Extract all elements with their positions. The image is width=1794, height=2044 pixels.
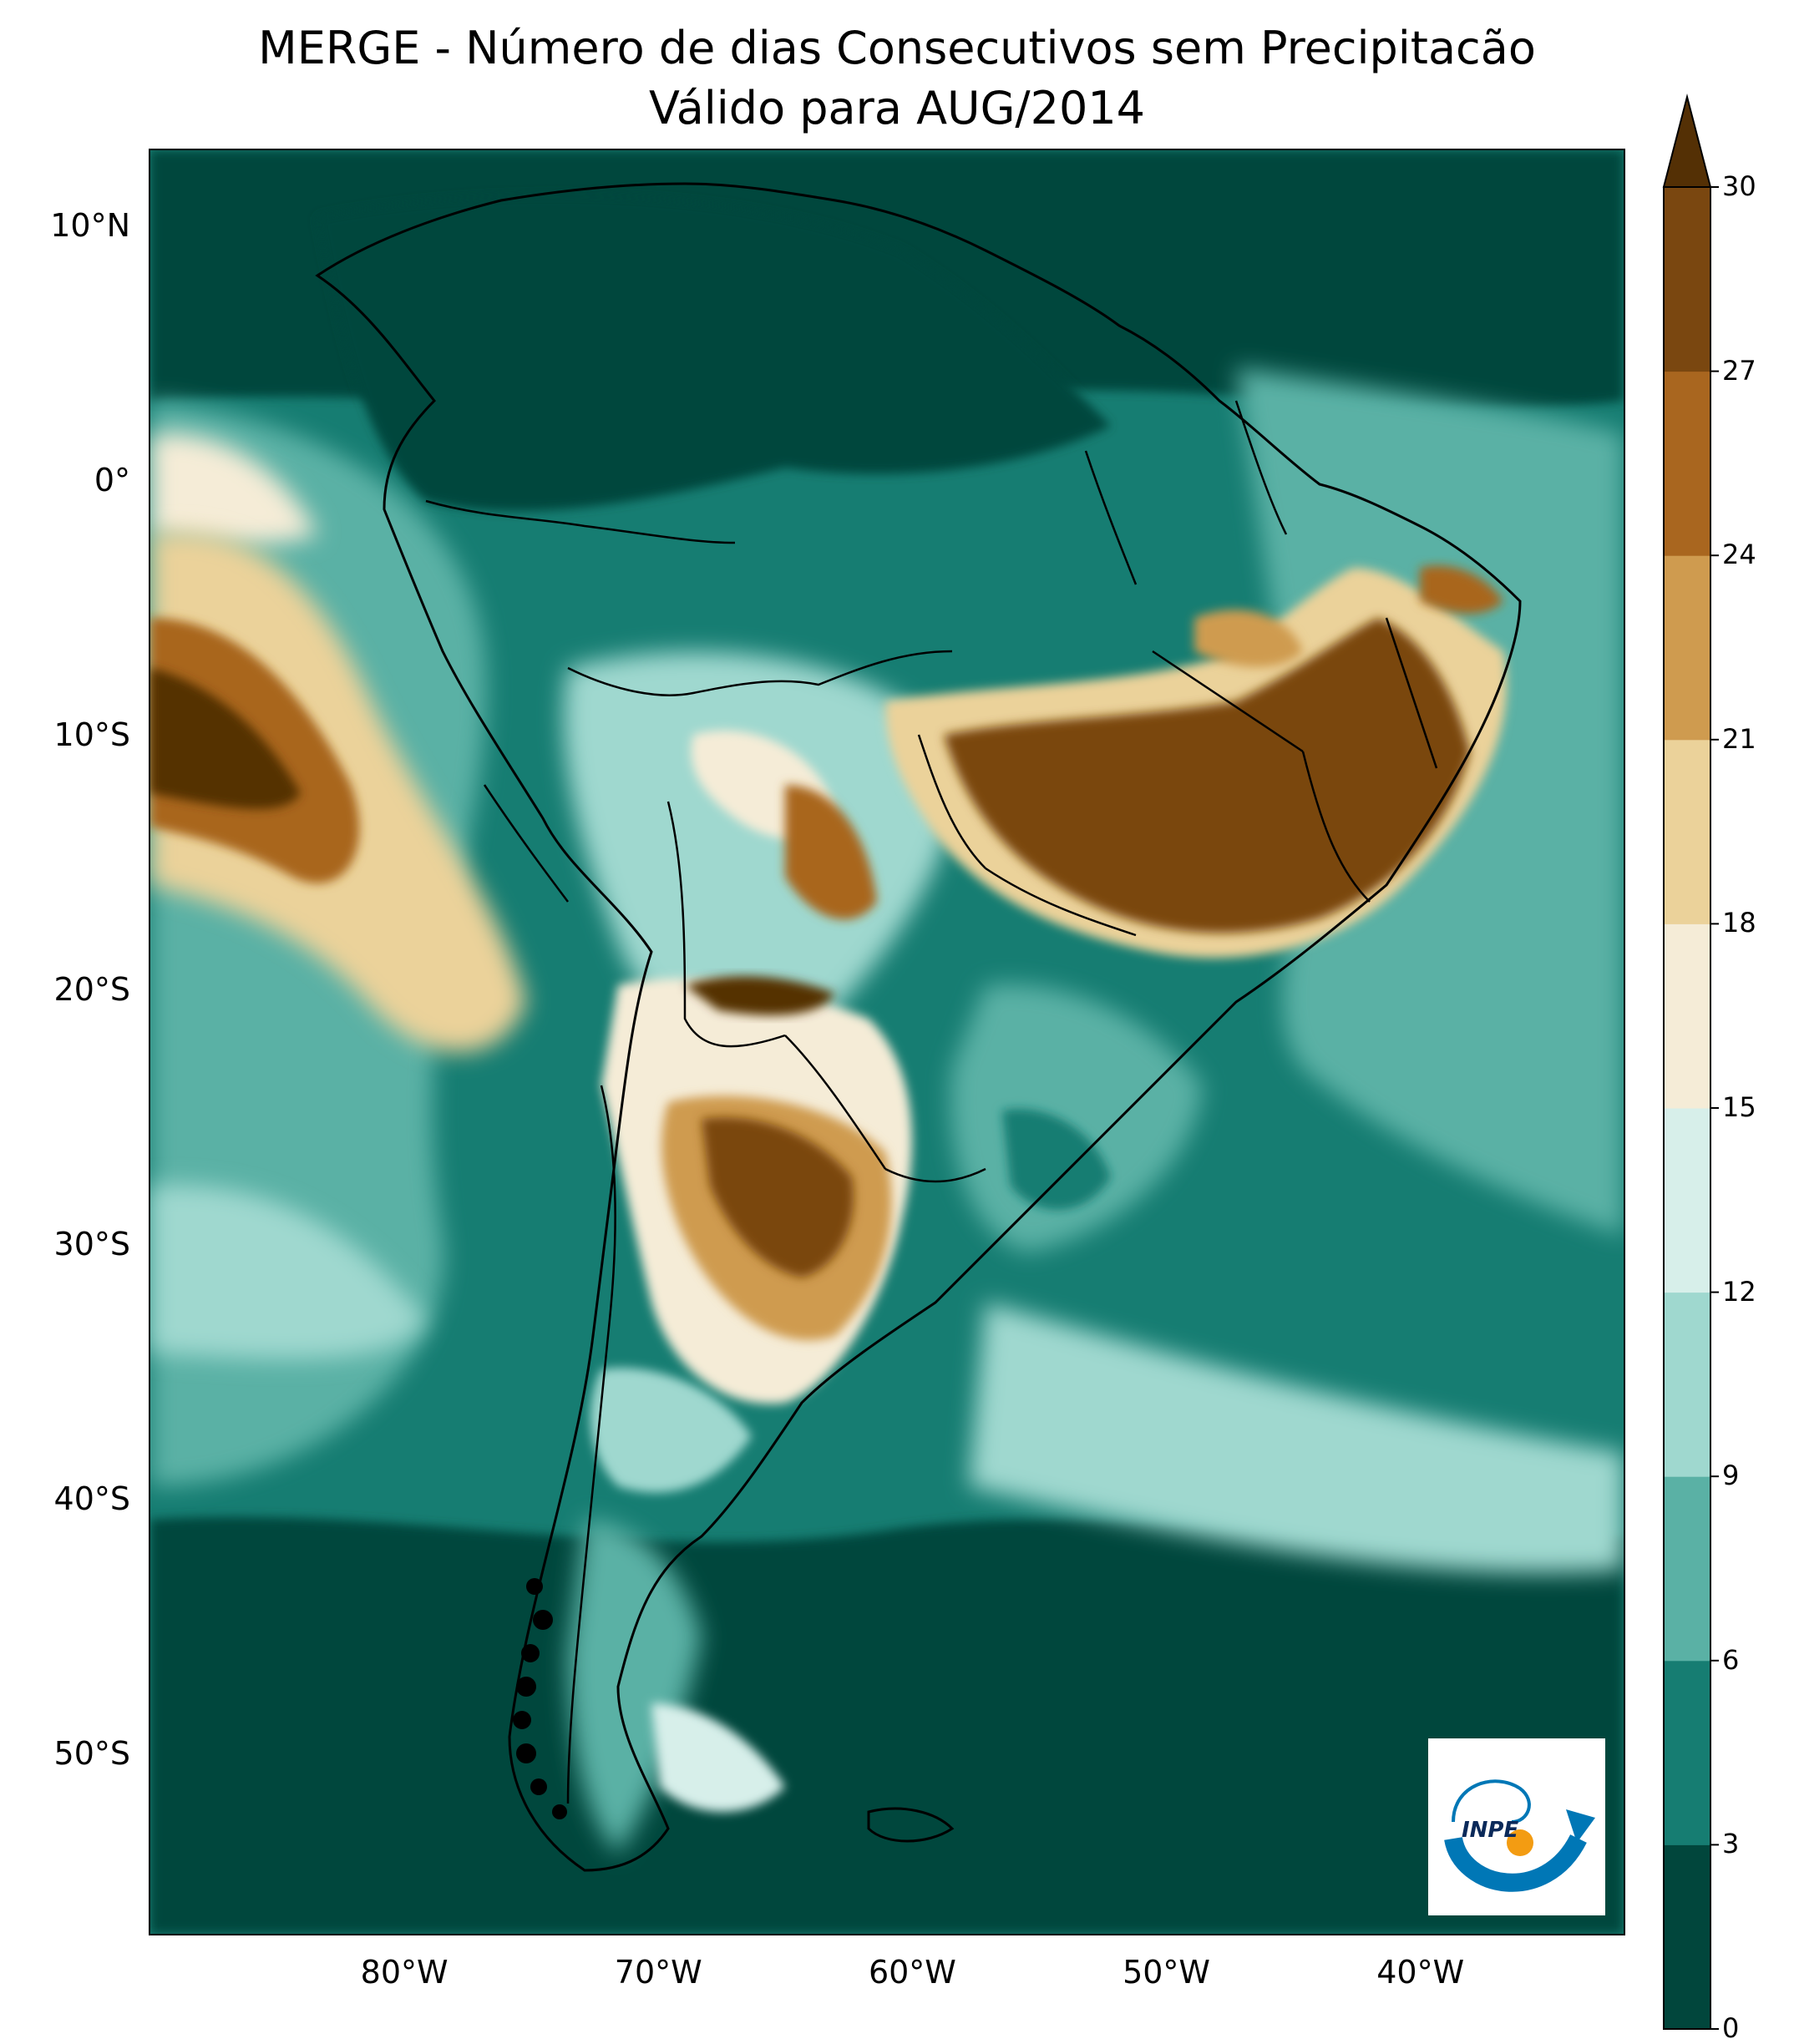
cerrado-driest-core [944, 618, 1470, 933]
colorbar-extend-arrow [1662, 94, 1712, 188]
pampas-driest-core [702, 1117, 854, 1278]
lat-tick-label: 50°S [53, 1735, 130, 1773]
lon-tick-label: 80°W [360, 1954, 448, 1991]
chile-fjords [513, 1578, 567, 1819]
colorbar-segment [1664, 1844, 1710, 2030]
lat-tick-label: 30°S [53, 1226, 130, 1263]
national-borders [425, 400, 1438, 1804]
colorbar-segment [1664, 923, 1710, 1109]
colorbar-tick-label: 6 [1722, 1643, 1740, 1676]
rio-grande-wet [1002, 1109, 1111, 1210]
colorbar-tick-label: 30 [1722, 170, 1756, 202]
map-panel [149, 149, 1625, 1935]
falklands-coastline [867, 1807, 955, 1843]
patagonia-pale-patch [651, 1703, 785, 1812]
lon-tick-label: 70°W [614, 1954, 702, 1991]
lon-tick-label: 50°W [1123, 1954, 1211, 1991]
colorbar-segment [1664, 1660, 1710, 1845]
colorbar-segment [1664, 1292, 1710, 1477]
colorbar-tick-label: 0 [1722, 2012, 1740, 2044]
colorbar-segment [1664, 739, 1710, 924]
colorbar-segment [1664, 187, 1710, 372]
lat-tick-label: 40°S [53, 1480, 130, 1518]
colorbar-segment [1664, 555, 1710, 741]
colorbar [1662, 94, 1719, 2030]
patagonia-north-patch [590, 1368, 752, 1493]
bolivia-dry-patch [785, 785, 877, 920]
lat-tick-label: 20°S [53, 970, 130, 1008]
map-title-line1: MERGE - Número de dias Consecutivos sem … [258, 22, 1536, 74]
colorbar-tick-label: 24 [1722, 539, 1756, 571]
chaco-driest-strip [685, 976, 835, 1015]
colorbar-tick-label: 18 [1722, 907, 1756, 939]
lat-tick-label: 10°S [53, 716, 130, 753]
lon-tick-label: 60°W [868, 1954, 956, 1991]
colorbar-segment [1664, 1108, 1710, 1293]
northeast-dry-patch [1194, 610, 1303, 667]
inpe-logo: INPE [1428, 1738, 1605, 1915]
colorbar-tick-label: 15 [1722, 1091, 1756, 1123]
colorbar-segment [1664, 371, 1710, 556]
northeast-coast-dry [1420, 565, 1503, 614]
colorbar-tick-label: 21 [1722, 722, 1756, 755]
patagonia-region [568, 1520, 702, 1854]
amazon-wet-region [317, 195, 1111, 512]
south-america-coastline [315, 182, 1522, 1872]
pacific-front [150, 1185, 426, 1359]
colorbar-tick-label: 9 [1722, 1460, 1740, 1492]
svg-text:INPE: INPE [1462, 1818, 1518, 1843]
pacific-pale-patch [150, 433, 317, 544]
colorbar-tick-label: 3 [1722, 1828, 1740, 1860]
dry-free-zone-south [150, 1516, 1624, 1934]
lat-tick-label: 0° [94, 461, 130, 498]
lat-tick-label: 10°N [50, 206, 130, 244]
central-moist-zone [563, 651, 955, 1044]
lon-tick-label: 40°W [1376, 1954, 1465, 1991]
atlantic-front [969, 1303, 1624, 1573]
pacific-driest-core [150, 668, 301, 809]
map-title-line2: Válido para AUG/2014 [648, 82, 1146, 134]
colorbar-segment [1664, 1476, 1710, 1662]
precipitation-map [150, 150, 1624, 1934]
colorbar-tick-label: 12 [1722, 1275, 1756, 1308]
inpe-logo-icon: INPE [1444, 1779, 1595, 1892]
colorbar-tick-label: 27 [1722, 354, 1756, 387]
